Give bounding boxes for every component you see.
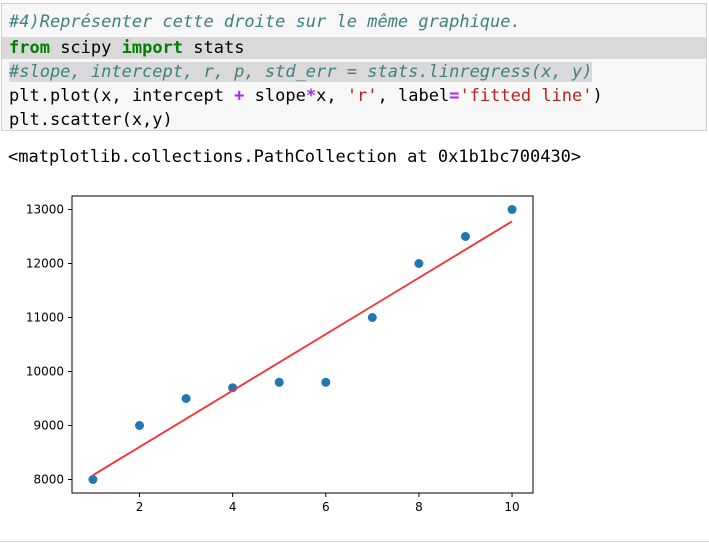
scatter-point	[181, 394, 191, 403]
scatter-points	[88, 205, 517, 484]
code-token: import	[121, 38, 184, 58]
code-line[interactable]: #4)Représenter cette droite sur le même …	[9, 11, 521, 33]
code-token: #4)Représenter cette droite sur le même …	[9, 12, 521, 32]
code-token: =	[449, 86, 460, 106]
x-tick-label: 8	[415, 500, 423, 514]
code-token: plt.plot(x, intercept	[9, 86, 235, 106]
code-line[interactable]: #slope, intercept, r, p, std_err = stats…	[9, 61, 593, 83]
code-token: , label	[377, 86, 450, 106]
x-tick-label: 2	[136, 500, 144, 514]
code-token: 'r'	[346, 86, 378, 106]
scatter-point	[274, 377, 284, 387]
x-tick-label: 10	[504, 500, 519, 514]
x-tick-label: 4	[229, 500, 237, 514]
code-line[interactable]: plt.scatter(x,y)	[9, 109, 173, 131]
code-token: )	[592, 86, 603, 106]
code-token: stats	[183, 38, 245, 58]
code-token: x,	[316, 86, 347, 106]
y-axis: 8000 9000 10000 11000 12000 13000	[26, 203, 72, 487]
x-axis: 2 4 6 8 10	[136, 493, 520, 514]
y-tick-label: 9000	[33, 419, 64, 433]
x-tick-label: 6	[322, 500, 330, 514]
y-tick-label: 12000	[26, 257, 64, 271]
scatter-point	[367, 313, 377, 322]
scatter-point	[88, 475, 98, 484]
code-token: scipy	[49, 38, 122, 58]
code-token: slope	[244, 86, 306, 106]
code-line[interactable]: from scipy import stats	[2, 37, 706, 59]
code-token: *	[305, 86, 317, 106]
y-tick-label: 11000	[26, 311, 64, 325]
code-token: 'fitted line'	[459, 86, 593, 106]
code-token: +	[234, 86, 245, 106]
scatter-point	[507, 205, 517, 214]
code-line[interactable]: plt.plot(x, intercept + slope*x, 'r', la…	[9, 85, 603, 107]
code-token: from	[9, 38, 50, 58]
code-token: plt.scatter(x,y)	[9, 110, 173, 130]
code-cell[interactable]: #4)Représenter cette droite sur le même …	[1, 3, 707, 131]
scatter-plot: 2 4 6 8 10 8000 9000 10000 11000 12000 13000	[26, 195, 534, 514]
cell-divider	[0, 541, 709, 542]
fitted-line	[92, 220, 513, 476]
scatter-point	[460, 232, 470, 241]
cell-output-text: <matplotlib.collections.PathCollection a…	[8, 147, 582, 167]
scatter-point	[414, 259, 424, 268]
plot-area-frame	[71, 195, 534, 494]
y-tick-label: 8000	[33, 473, 64, 487]
code-token: #slope, intercept, r, p, std_err = stats…	[9, 62, 593, 82]
scatter-point	[135, 421, 145, 430]
y-tick-label: 10000	[26, 365, 64, 379]
scatter-point	[321, 377, 331, 387]
y-tick-label: 13000	[26, 203, 64, 217]
